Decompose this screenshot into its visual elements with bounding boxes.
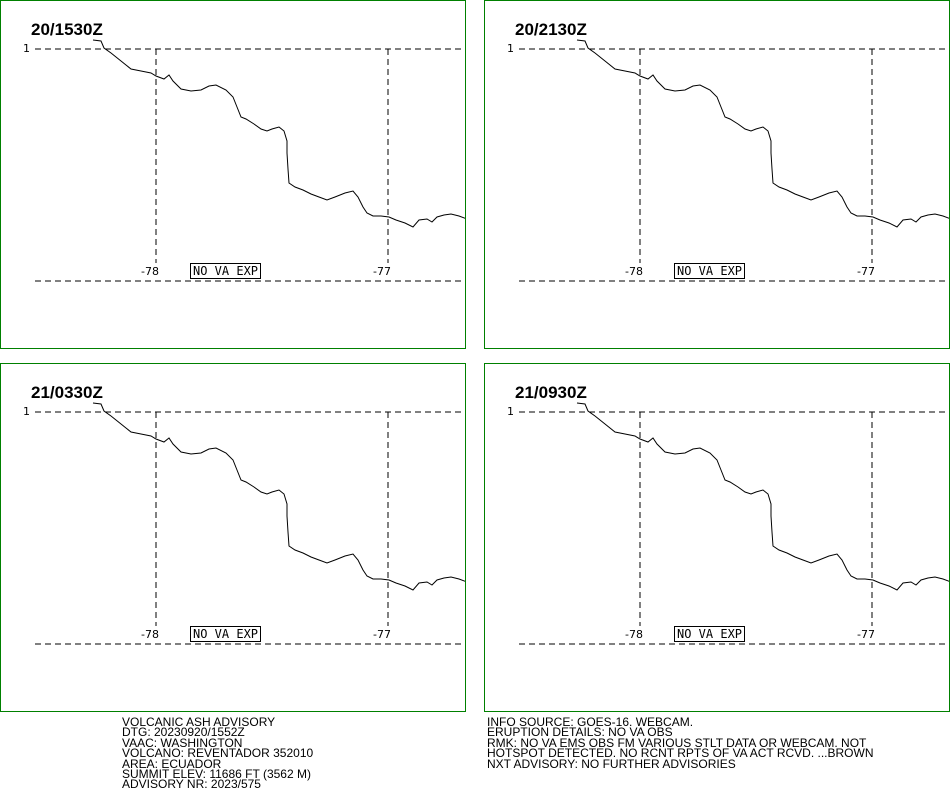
border-line [576,39,949,228]
advisory-info-block: INFO SOURCE: GOES-16. WEBCAM. ERUPTION D… [487,715,874,771]
next-advisory: NXT ADVISORY: NO FURTHER ADVISORIES [487,756,736,771]
latitude-label: 1 [23,405,30,418]
advisory-title: VOLCANIC ASH ADVISORY [122,715,276,729]
remarks-line-1: RMK: NO VA EMS OBS FM VARIOUS STLT DATA … [487,735,867,750]
advisory-number: ADVISORY NR: 2023/575 [122,777,261,792]
advisory-area: AREA: ECUADOR [122,756,222,771]
ash-status-box: NO VA EXP [190,626,262,642]
advisory-summit-elevation: SUMMIT ELEV: 11686 FT (3562 M) [122,766,311,781]
ash-status-box: NO VA EXP [674,626,746,642]
ash-status-box: NO VA EXP [190,263,262,279]
longitude-label-east: -77 [857,628,875,641]
forecast-panel-2: 20/2130Z 1 -78 -77 NO VA EXP [484,0,950,349]
panel-time-label: 20/2130Z [515,20,587,39]
advisory-header-block: VOLCANIC ASH ADVISORY DTG: 20230920/1552… [122,715,314,792]
info-source: INFO SOURCE: GOES-16. WEBCAM. [487,715,694,729]
border-line [92,402,465,591]
panel-map [519,39,949,282]
border-line [92,39,465,228]
longitude-label-east: -77 [857,265,875,278]
panel-map [35,39,465,282]
forecast-panel-1: 20/1530Z 1 -78 -77 NO VA EXP [0,0,466,349]
panel-time-label: 21/0930Z [515,383,587,402]
panel-time-label: 21/0330Z [31,383,103,402]
ash-status-box: NO VA EXP [674,263,746,279]
advisory-volcano: VOLCANO: REVENTADOR 352010 [122,746,314,761]
longitude-label-east: -77 [373,628,391,641]
panel-map [519,402,949,645]
forecast-panel-4: 21/0930Z 1 -78 -77 NO VA EXP [484,363,950,712]
longitude-label-west: -78 [625,265,643,278]
longitude-label-east: -77 [373,265,391,278]
panel-time-label: 20/1530Z [31,20,103,39]
panel-map [35,402,465,645]
remarks-line-2: HOTSPOT DETECTED. NO RCNT RPTS OF VA ACT… [487,746,874,761]
advisory-vaac: VAAC: WASHINGTON [122,735,243,750]
latitude-label: 1 [23,42,30,55]
advisory-dtg: DTG: 20230920/1552Z [122,725,245,740]
longitude-label-west: -78 [141,265,159,278]
border-line [576,402,949,591]
latitude-label: 1 [507,42,514,55]
longitude-label-west: -78 [625,628,643,641]
forecast-panel-3: 21/0330Z 1 -78 -77 NO VA EXP [0,363,466,712]
eruption-details: ERUPTION DETAILS: NO VA OBS [487,725,673,740]
latitude-label: 1 [507,405,514,418]
longitude-label-west: -78 [141,628,159,641]
